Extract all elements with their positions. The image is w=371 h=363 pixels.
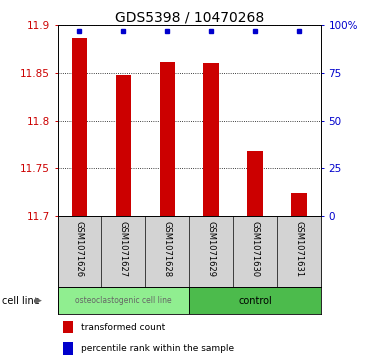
Text: GSM1071627: GSM1071627: [119, 221, 128, 277]
Text: GSM1071629: GSM1071629: [207, 221, 216, 277]
Bar: [58, 287, 189, 314]
Bar: [63, 342, 73, 355]
Text: GSM1071630: GSM1071630: [250, 221, 260, 277]
Text: percentile rank within the sample: percentile rank within the sample: [81, 344, 234, 353]
Title: GDS5398 / 10470268: GDS5398 / 10470268: [115, 10, 264, 24]
Text: transformed count: transformed count: [81, 323, 165, 331]
Text: GSM1071626: GSM1071626: [75, 221, 84, 277]
Bar: [291, 193, 307, 216]
Text: GSM1071631: GSM1071631: [295, 221, 303, 277]
Text: ▶: ▶: [35, 296, 42, 305]
Bar: [160, 62, 175, 216]
Bar: [189, 287, 321, 314]
Text: osteoclastogenic cell line: osteoclastogenic cell line: [75, 296, 172, 305]
Bar: [63, 321, 73, 333]
Text: GSM1071628: GSM1071628: [163, 221, 172, 277]
Bar: [116, 75, 131, 216]
Text: cell line: cell line: [2, 296, 40, 306]
Text: control: control: [238, 296, 272, 306]
Bar: [72, 38, 87, 216]
Bar: [247, 151, 263, 216]
Bar: [203, 64, 219, 216]
